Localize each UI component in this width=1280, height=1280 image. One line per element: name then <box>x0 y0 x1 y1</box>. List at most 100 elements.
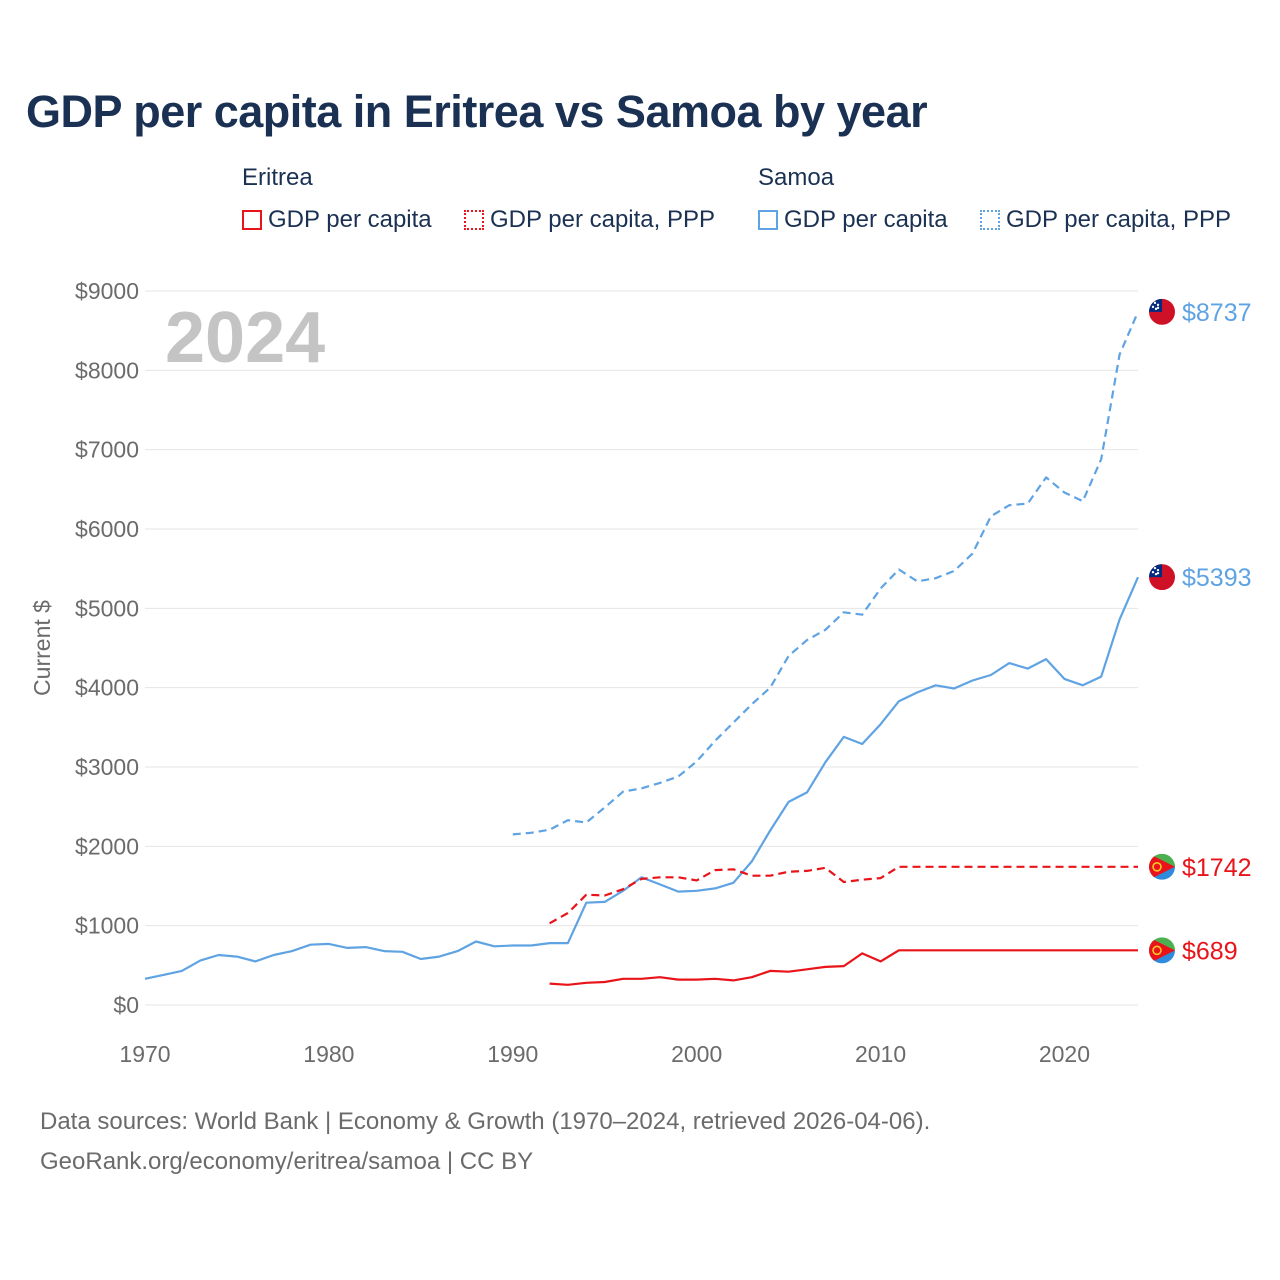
x-tick-label: 2000 <box>671 1041 722 1067</box>
year-watermark: 2024 <box>165 298 325 378</box>
data-point <box>457 950 459 952</box>
flag-body <box>1149 564 1175 591</box>
x-tick-label: 1970 <box>119 1041 170 1067</box>
end-value-label: $689 <box>1182 937 1238 965</box>
data-point <box>806 969 808 971</box>
chart-title: GDP per capita in Eritrea vs Samoa by ye… <box>26 86 928 137</box>
data-point <box>641 878 643 880</box>
data-point <box>751 861 753 863</box>
flag-star <box>1154 307 1158 311</box>
data-point <box>751 976 753 978</box>
data-point <box>714 869 716 871</box>
data-point <box>990 674 992 676</box>
footer-credit: GeoRank.org/economy/eritrea/samoa | CC B… <box>40 1148 534 1175</box>
data-point <box>935 684 937 686</box>
data-point <box>328 943 330 945</box>
data-point <box>586 822 588 824</box>
samoa-flag-icon <box>1149 564 1175 591</box>
data-point <box>402 951 404 953</box>
data-point <box>1045 658 1047 660</box>
legend-item-eritrea-gdp[interactable]: GDP per capita <box>242 206 432 234</box>
data-point <box>586 902 588 904</box>
data-point <box>788 655 790 657</box>
data-point <box>1119 354 1121 356</box>
data-point <box>659 884 661 886</box>
data-point <box>1008 504 1010 506</box>
eritrea-flag-icon <box>1149 937 1175 964</box>
legend-item-eritrea-gdp-ppp[interactable]: GDP per capita, PPP <box>464 206 715 234</box>
flag-star <box>1153 301 1157 305</box>
data-point <box>163 974 165 976</box>
legend-item-samoa-gdp-ppp[interactable]: GDP per capita, PPP <box>980 206 1231 234</box>
data-point <box>604 895 606 897</box>
flag-body <box>1149 937 1175 964</box>
legend-group-eritrea: Eritrea <box>242 164 313 191</box>
data-point <box>696 890 698 892</box>
legend-swatch-dotted-red <box>464 210 484 230</box>
data-point <box>880 723 882 725</box>
data-point <box>475 941 477 943</box>
data-point <box>567 912 569 914</box>
data-point <box>1064 678 1066 680</box>
y-tick-label: $5000 <box>75 595 139 621</box>
flag-star <box>1151 570 1155 574</box>
data-point <box>714 978 716 980</box>
data-point <box>825 629 827 631</box>
data-point <box>512 834 514 836</box>
x-tick-label: 1990 <box>487 1041 538 1067</box>
data-point <box>751 875 753 877</box>
y-tick-label: $7000 <box>75 437 139 463</box>
flag-triangle <box>1149 853 1175 880</box>
data-point <box>1137 311 1139 313</box>
data-point <box>622 888 624 890</box>
data-point <box>1082 684 1084 686</box>
data-point <box>733 882 735 884</box>
flag-star <box>1156 568 1160 572</box>
y-tick-label: $2000 <box>75 833 139 859</box>
data-point <box>310 944 312 946</box>
data-point <box>843 965 845 967</box>
flag-body <box>1149 298 1175 325</box>
data-point <box>677 979 679 981</box>
data-point <box>733 980 735 982</box>
data-point <box>218 954 220 956</box>
y-tick-label: $1000 <box>75 913 139 939</box>
data-point <box>733 722 735 724</box>
series-line-eritrea-gdp-per-capita-ppp <box>549 865 1138 925</box>
data-point <box>714 888 716 890</box>
legend-item-samoa-gdp[interactable]: GDP per capita <box>758 206 948 234</box>
data-point <box>549 922 551 924</box>
legend-label: GDP per capita <box>268 206 432 233</box>
data-point <box>696 979 698 981</box>
data-point <box>898 569 900 571</box>
data-point <box>1008 662 1010 664</box>
data-point <box>1100 458 1102 460</box>
flag-star <box>1156 306 1160 310</box>
data-point <box>917 692 919 694</box>
legend-group-samoa: Samoa <box>758 164 835 191</box>
data-point <box>788 971 790 973</box>
legend-label: GDP per capita, PPP <box>1006 206 1231 233</box>
data-point <box>1137 576 1139 578</box>
data-point <box>1064 492 1066 494</box>
flag-star <box>1154 572 1158 576</box>
data-point <box>438 956 440 958</box>
data-point <box>806 639 808 641</box>
end-value-label: $5393 <box>1182 564 1252 592</box>
data-point <box>898 866 900 868</box>
data-point <box>861 614 863 616</box>
data-point <box>696 880 698 882</box>
data-point <box>641 788 643 790</box>
data-point <box>880 961 882 963</box>
data-point <box>1027 668 1029 670</box>
x-tick-label: 2020 <box>1039 1041 1090 1067</box>
data-point <box>677 776 679 778</box>
flag-emblem <box>1152 945 1162 956</box>
flag-emblem <box>1152 862 1162 872</box>
data-point <box>1119 619 1121 621</box>
series-line-eritrea-gdp-per-capita <box>549 949 1138 986</box>
data-point <box>530 945 532 947</box>
data-point <box>825 867 827 869</box>
data-point <box>273 954 275 956</box>
flag-star <box>1156 303 1160 307</box>
